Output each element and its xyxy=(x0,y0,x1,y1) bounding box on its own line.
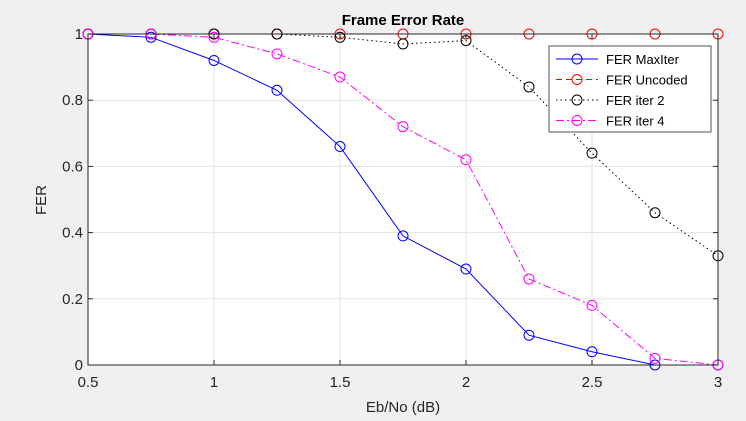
legend-label-fer-iter-4: FER iter 4 xyxy=(606,114,665,129)
x-tick-label: 3 xyxy=(714,374,722,391)
x-tick-label: 2 xyxy=(462,374,470,391)
y-tick-label: 0.2 xyxy=(62,291,83,308)
data-point-fer-maxiter xyxy=(208,54,220,66)
data-point-fer-iter-2 xyxy=(334,31,346,43)
data-point-fer-iter-2 xyxy=(523,81,535,93)
chart-title: Frame Error Rate xyxy=(342,12,465,29)
x-axis-label: Eb/No (dB) xyxy=(366,399,440,416)
data-point-fer-maxiter xyxy=(586,346,598,358)
legend-label-fer-uncoded: FER Uncoded xyxy=(606,73,688,88)
y-tick-label: 0.8 xyxy=(62,92,83,109)
data-point-fer-iter-2 xyxy=(649,207,661,219)
data-point-fer-iter-4 xyxy=(397,121,409,133)
legend-label-fer-maxiter: FER MaxIter xyxy=(606,52,680,67)
legend: FER MaxIter FER Uncoded FER iter 2 FER iter… xyxy=(548,45,712,133)
y-axis-label: FER xyxy=(33,185,50,215)
data-point-fer-iter-4 xyxy=(523,273,535,285)
data-point-fer-iter-4 xyxy=(586,299,598,311)
legend-marker-fer-iter-4 xyxy=(571,115,583,126)
data-point-fer-maxiter xyxy=(145,31,157,43)
x-tick-label: 0.5 xyxy=(78,374,99,391)
legend-box xyxy=(548,45,712,133)
data-point-fer-iter-4 xyxy=(271,48,283,60)
y-tick-label: 0 xyxy=(75,357,83,374)
data-point-fer-maxiter xyxy=(334,141,346,153)
y-tick-label: 0.4 xyxy=(62,225,83,242)
series-line-fer-iter-4 xyxy=(88,33,719,366)
data-point-fer-iter-4 xyxy=(208,31,220,43)
data-point-fer-iter-4 xyxy=(460,154,472,166)
data-point-fer-maxiter xyxy=(460,263,472,275)
data-point-fer-iter-4 xyxy=(649,352,661,364)
plot-frame xyxy=(87,33,719,366)
data-point-fer-maxiter xyxy=(271,84,283,96)
y-tick-label: 0.6 xyxy=(62,158,83,175)
legend-marker-fer-maxiter xyxy=(571,53,583,65)
x-tick-label: 2.5 xyxy=(582,374,603,391)
x-tick-label: 1.5 xyxy=(330,374,351,391)
legend-label-fer-iter-2: FER iter 2 xyxy=(606,93,665,108)
data-point-fer-iter-4 xyxy=(334,71,346,83)
x-tick-label: 1 xyxy=(210,374,218,391)
data-point-fer-iter-2 xyxy=(397,38,409,50)
data-point-fer-iter-2 xyxy=(586,147,598,159)
tick-layer: 0.5 1 1.5 2 2.5 3 0 0.2 0.4 0.6 0.8 1 xyxy=(62,26,722,391)
legend-marker-fer-uncoded xyxy=(571,74,583,85)
series-line-fer-maxiter xyxy=(87,33,718,366)
data-point-fer-maxiter xyxy=(397,230,409,242)
data-point-fer-maxiter xyxy=(523,329,535,341)
legend-marker-fer-iter-2 xyxy=(571,94,583,106)
y-tick-label: 1 xyxy=(75,26,83,43)
